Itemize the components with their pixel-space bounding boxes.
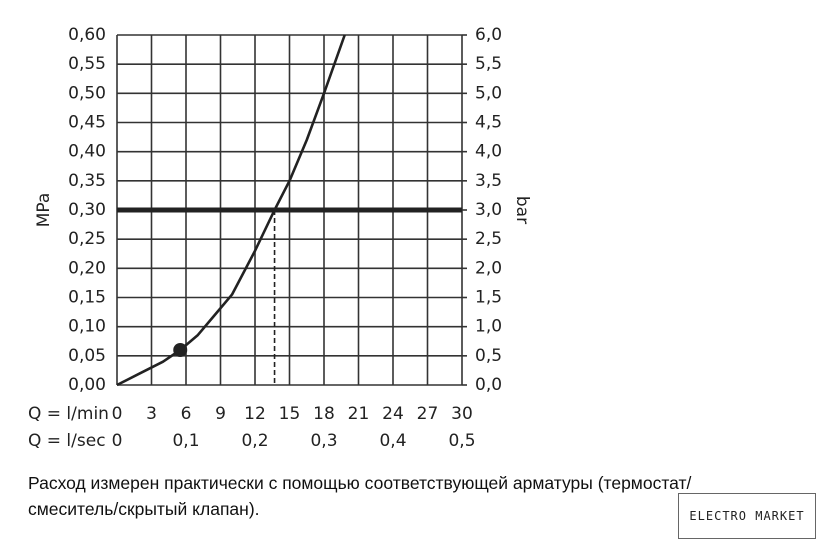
x-tick-label: 3 — [146, 404, 157, 424]
y-tick-label: 0,05 — [68, 346, 106, 366]
chart: 0,000,050,100,150,200,250,300,350,400,45… — [28, 25, 532, 451]
x-tick-label: 9 — [215, 404, 226, 424]
y2-axis-label: bar — [512, 196, 532, 224]
y-tick-label: 0,60 — [68, 25, 106, 45]
x-tick-label: 6 — [181, 404, 192, 424]
x-tick-label: 18 — [313, 404, 335, 424]
y2-tick-label: 0,5 — [475, 346, 502, 366]
x-tick-label: 15 — [279, 404, 301, 424]
y-tick-label: 0,50 — [68, 83, 106, 103]
y2-tick-label: 0,0 — [475, 375, 502, 395]
x-tick-label: 12 — [244, 404, 266, 424]
x2-axis-label: Q = l/sec — [28, 431, 106, 451]
caption-line: смеситель/скрытый клапан). — [28, 499, 260, 519]
y2-tick-label: 5,0 — [475, 83, 502, 103]
x2-tick-label: 0,4 — [379, 431, 406, 451]
y2-tick-label: 6,0 — [475, 25, 502, 45]
y-tick-label: 0,55 — [68, 54, 106, 74]
x-tick-label: 0 — [112, 404, 123, 424]
curve — [116, 34, 346, 387]
y2-tick-label: 4,0 — [475, 142, 502, 162]
x-tick-label: 27 — [417, 404, 439, 424]
marker-point — [173, 343, 188, 357]
y2-tick-label: 3,5 — [475, 171, 502, 191]
y-tick-label: 0,35 — [68, 171, 106, 191]
x-tick-label: 24 — [382, 404, 404, 424]
y-tick-label: 0,15 — [68, 288, 106, 308]
caption: Расход измерен практически с помощью соо… — [28, 470, 828, 522]
y2-tick-label: 3,0 — [475, 200, 502, 220]
y-tick-label: 0,30 — [68, 200, 106, 220]
y2-tick-label: 1,0 — [475, 317, 502, 337]
caption-line: Расход измерен практически с помощью соо… — [28, 473, 692, 493]
x-axis-label: Q = l/min — [28, 404, 109, 424]
y2-tick-label: 5,5 — [475, 54, 502, 74]
x-tick-label: 21 — [348, 404, 370, 424]
x-tick-label: 30 — [451, 404, 473, 424]
watermark: ELECTRO MARKET — [678, 493, 816, 539]
y-tick-label: 0,00 — [68, 375, 106, 395]
x2-tick-label: 0,5 — [448, 431, 475, 451]
y2-tick-label: 4,5 — [475, 113, 502, 133]
x2-tick-label: 0,3 — [310, 431, 337, 451]
y2-tick-label: 1,5 — [475, 288, 502, 308]
y-tick-label: 0,10 — [68, 317, 106, 337]
x2-tick-label: 0,2 — [241, 431, 268, 451]
y2-tick-label: 2,0 — [475, 258, 502, 278]
y-tick-label: 0,45 — [68, 113, 106, 133]
y-tick-label: 0,20 — [68, 258, 106, 278]
x2-tick-label: 0 — [112, 431, 123, 451]
y2-tick-label: 2,5 — [475, 229, 502, 249]
y-tick-label: 0,25 — [68, 229, 106, 249]
x2-tick-label: 0,1 — [172, 431, 199, 451]
y-tick-label: 0,40 — [68, 142, 106, 162]
y-axis-label: MPa — [34, 193, 54, 228]
